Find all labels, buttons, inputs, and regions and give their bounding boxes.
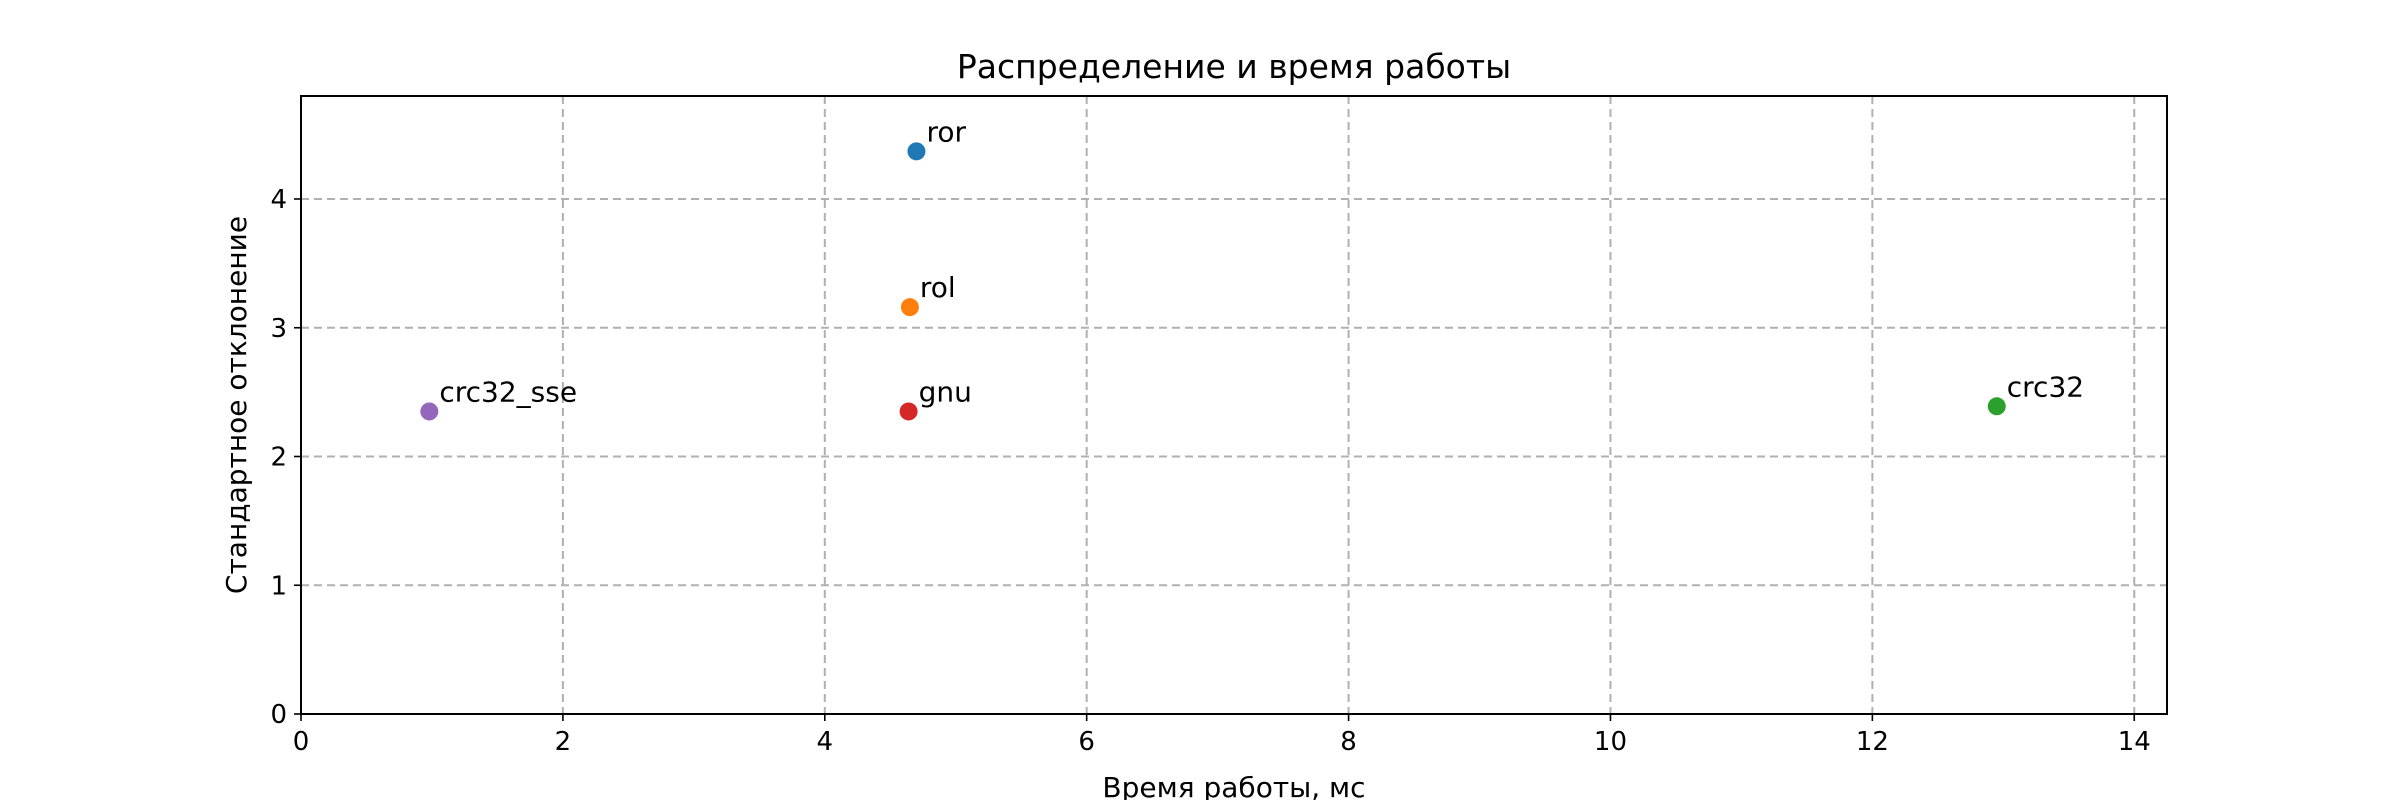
y-tick-label: 3 [270, 314, 287, 344]
x-tick-label: 10 [1594, 727, 1627, 757]
y-axis-label: Стандартное отклонение [220, 216, 253, 594]
point-label-ror: ror [926, 115, 966, 148]
x-tick-label: 8 [1340, 727, 1357, 757]
x-tick-label: 14 [2118, 727, 2151, 757]
y-tick-label: 2 [270, 443, 287, 473]
point-rol [900, 298, 919, 317]
y-tick-label: 0 [270, 700, 287, 730]
point-gnu [899, 402, 918, 421]
point-crc32_sse [420, 402, 439, 421]
x-tick-label: 6 [1078, 727, 1095, 757]
y-tick-label: 4 [270, 185, 287, 215]
chart-title: Распределение и время работы [957, 47, 1511, 86]
point-crc32 [1987, 397, 2006, 416]
data-points: ror rol crc32 gnu crc32_sse [420, 115, 2084, 421]
grid [300, 96, 2167, 715]
x-tick-label: 0 [293, 727, 310, 757]
point-label-gnu: gnu [919, 375, 972, 408]
x-axis-label: Время работы, мс [1102, 771, 1365, 800]
x-tick-label: 2 [555, 727, 572, 757]
x-tick-label: 4 [817, 727, 834, 757]
y-tick-label: 1 [270, 571, 287, 601]
plot-area-frame [300, 95, 2168, 715]
point-label-crc32_sse: crc32_sse [439, 375, 577, 408]
point-ror [907, 142, 926, 161]
x-tick-label: 12 [1856, 727, 1889, 757]
point-label-rol: rol [920, 271, 956, 304]
point-label-crc32: crc32 [2007, 370, 2084, 403]
